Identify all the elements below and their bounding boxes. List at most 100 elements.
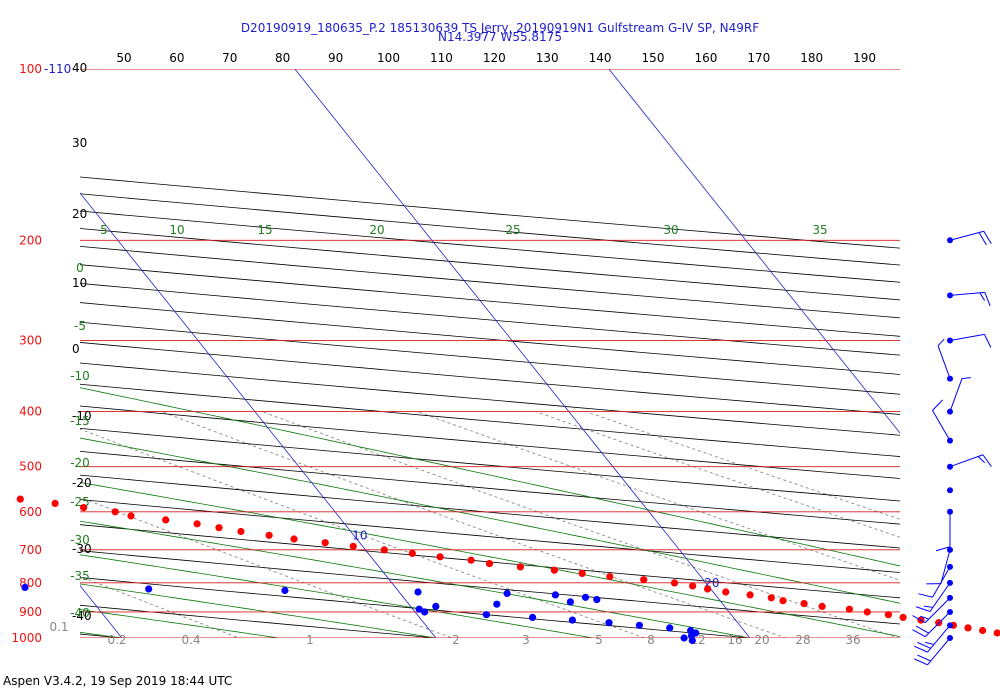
moist-adiabat-label: 25: [505, 223, 520, 237]
mixing-ratio-line: [535, 411, 900, 538]
wind-barb-flag: [914, 658, 928, 666]
top-axis-label: 100: [377, 51, 400, 65]
top-axis-label: 170: [747, 51, 770, 65]
isotherm-line: [608, 69, 900, 434]
wind-barb-staff: [949, 333, 985, 341]
wind-barb-flag: [917, 641, 931, 649]
moist-adiabat-label: -5: [74, 319, 86, 333]
top-axis-label: 130: [536, 51, 559, 65]
top-axis-label: 160: [694, 51, 717, 65]
mixing-ratio-label: 3: [522, 633, 530, 647]
chart-title-line1: D20190919_180635_P.2 185130639 TS Jerry,…: [240, 21, 760, 35]
wind-barb-staff: [949, 291, 985, 296]
dewpoint-point: [680, 634, 688, 642]
wind-barb-flag: [914, 645, 928, 653]
wind-barbs: [912, 230, 992, 666]
wind-barb-flag: [918, 593, 933, 598]
wind-barb: [914, 622, 953, 653]
wind-barb: [947, 487, 953, 494]
dewpoint-point: [493, 600, 501, 608]
dry-adiabat-line: [80, 450, 900, 525]
dry-adiabat-line: [80, 499, 900, 573]
wind-barb-staff: [940, 549, 951, 584]
wind-barb: [947, 291, 991, 307]
wind-barb-flag: [984, 334, 992, 348]
dewpoint-point: [414, 588, 422, 596]
mixing-ratio-label: 5: [595, 633, 603, 647]
wind-barb-staff: [929, 582, 951, 612]
left-axis-label: 0: [72, 342, 80, 356]
moist-adiabat-line: [80, 482, 900, 638]
wind-barb: [947, 230, 992, 246]
dry-adiabat-line: [80, 245, 900, 319]
dewpoint-point: [605, 619, 613, 627]
temperature-point: [485, 560, 494, 568]
temperature-point: [467, 556, 475, 564]
temperature-point: [349, 542, 357, 550]
moist-adiabat-label: 0: [76, 261, 84, 275]
temperature-point: [964, 624, 972, 632]
temperature-point: [290, 535, 298, 543]
moist-adiabat-label: 15: [257, 223, 272, 237]
wind-barb: [918, 563, 953, 598]
wind-barb-flag: [977, 456, 986, 463]
dry-adiabat-line: [80, 302, 900, 375]
wind-barb-dot: [947, 487, 953, 494]
moist-adiabat-label: -20: [70, 456, 90, 470]
wind-barb-flag: [917, 654, 931, 662]
top-axis-label: 80: [275, 51, 290, 65]
wind-barb: [912, 594, 953, 624]
mixing-ratio-line: [161, 411, 788, 638]
temperature-point: [993, 629, 1000, 637]
moist-adiabat-label: 20: [369, 223, 384, 237]
wind-barb-flag: [923, 605, 933, 608]
wind-barb-flag: [961, 377, 971, 380]
dewpoint-point: [482, 611, 490, 619]
temperature-point: [689, 582, 697, 590]
wind-barb-staff: [949, 378, 963, 412]
dewpoint-point: [593, 596, 601, 604]
mixing-ratio-label: 0.1: [49, 620, 68, 634]
temperature-point: [818, 602, 826, 611]
pressure-label: 900: [19, 605, 42, 619]
wind-barb-flag: [979, 292, 985, 301]
temperature-point: [884, 611, 893, 619]
dry-adiabat-line: [80, 282, 900, 356]
temperature-point: [899, 613, 907, 622]
temperature-point: [722, 588, 730, 596]
dewpoint-point: [145, 585, 153, 593]
moist-adiabat-label: -10: [70, 369, 90, 383]
wind-barb-flag: [932, 399, 943, 411]
wind-barb-flag: [937, 338, 945, 347]
left-axis-label: -30: [72, 542, 92, 556]
mixing-ratio-label: 0.4: [181, 633, 200, 647]
temperature-point: [80, 504, 88, 512]
pressure-label-secondary: -110: [44, 62, 71, 76]
mixing-ratio-label: 1: [306, 633, 314, 647]
mixing-ratio-line: [417, 411, 900, 581]
wind-barb-flag: [925, 641, 935, 645]
moist-adiabat-line: [80, 520, 753, 638]
temperature-point: [550, 566, 559, 574]
moist-adiabat-label: -15: [70, 414, 90, 428]
isotherm-line: [80, 584, 123, 638]
wind-barb-flag: [983, 230, 992, 244]
temperature-point: [436, 553, 444, 561]
moist-adiabat-line: [80, 609, 282, 638]
dry-adiabat-line: [80, 550, 900, 625]
dry-adiabat-line: [80, 474, 900, 549]
wind-barb-staff: [927, 637, 951, 666]
dry-adiabat-line: [80, 264, 900, 337]
wind-barb: [915, 579, 953, 613]
temperature-point: [127, 512, 135, 520]
left-axis-label: 30: [72, 136, 87, 150]
dewpoint-point: [666, 624, 674, 632]
pressure-label: 600: [19, 505, 42, 519]
footer-version-timestamp: Aspen V3.4.2, 19 Sep 2019 18:44 UTC: [3, 674, 233, 688]
temperature-point: [162, 516, 170, 524]
wind-barb-flag: [978, 232, 987, 246]
dewpoint-point: [421, 608, 429, 616]
mixing-ratio-label: 8: [647, 633, 655, 647]
wind-barb: [947, 377, 971, 415]
